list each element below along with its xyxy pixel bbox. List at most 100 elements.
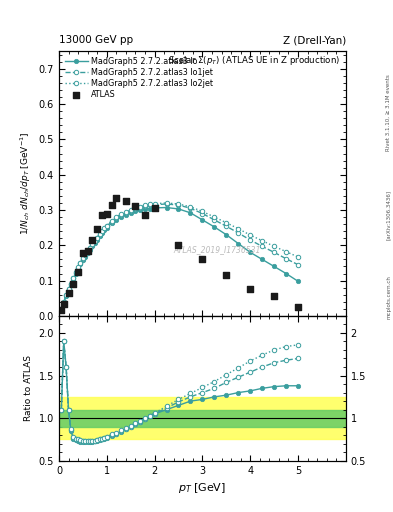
MadGraph5 2.7.2.atlas3 lo1jet	[236, 230, 241, 236]
MadGraph5 2.7.2.atlas3 lo	[68, 282, 73, 288]
MadGraph5 2.7.2.atlas3 lo1jet	[147, 202, 152, 208]
MadGraph5 2.7.2.atlas3 lo	[123, 211, 128, 218]
MadGraph5 2.7.2.atlas3 lo	[248, 249, 253, 255]
ATLAS	[104, 209, 110, 218]
MadGraph5 2.7.2.atlas3 lo2jet	[68, 281, 73, 287]
MadGraph5 2.7.2.atlas3 lo2jet	[105, 222, 109, 228]
MadGraph5 2.7.2.atlas3 lo1jet	[200, 210, 205, 217]
MadGraph5 2.7.2.atlas3 lo	[114, 217, 119, 223]
MadGraph5 2.7.2.atlas3 lo2jet	[73, 269, 78, 275]
Text: mcplots.cern.ch: mcplots.cern.ch	[386, 275, 391, 319]
MadGraph5 2.7.2.atlas3 lo2jet	[248, 232, 253, 238]
MadGraph5 2.7.2.atlas3 lo2jet	[296, 254, 300, 260]
ATLAS	[58, 306, 64, 314]
ATLAS	[108, 201, 115, 209]
MadGraph5 2.7.2.atlas3 lo	[83, 253, 88, 260]
MadGraph5 2.7.2.atlas3 lo2jet	[147, 201, 152, 207]
MadGraph5 2.7.2.atlas3 lo	[138, 207, 143, 214]
Line: MadGraph5 2.7.2.atlas3 lo2jet: MadGraph5 2.7.2.atlas3 lo2jet	[59, 201, 300, 311]
ATLAS	[223, 271, 230, 280]
MadGraph5 2.7.2.atlas3 lo	[88, 246, 92, 252]
ATLAS	[199, 255, 206, 264]
MadGraph5 2.7.2.atlas3 lo	[92, 240, 97, 246]
MadGraph5 2.7.2.atlas3 lo2jet	[212, 214, 217, 220]
MadGraph5 2.7.2.atlas3 lo	[73, 271, 78, 278]
MadGraph5 2.7.2.atlas3 lo1jet	[188, 205, 193, 211]
ATLAS	[94, 225, 100, 233]
MadGraph5 2.7.2.atlas3 lo2jet	[64, 292, 68, 298]
MadGraph5 2.7.2.atlas3 lo	[76, 266, 81, 272]
MadGraph5 2.7.2.atlas3 lo1jet	[78, 260, 83, 266]
MadGraph5 2.7.2.atlas3 lo1jet	[88, 245, 92, 251]
ATLAS	[295, 303, 301, 311]
MadGraph5 2.7.2.atlas3 lo	[128, 210, 133, 216]
MadGraph5 2.7.2.atlas3 lo1jet	[83, 252, 88, 258]
MadGraph5 2.7.2.atlas3 lo1jet	[272, 249, 277, 255]
MadGraph5 2.7.2.atlas3 lo	[81, 257, 85, 263]
ATLAS	[75, 268, 81, 276]
ATLAS	[271, 292, 277, 301]
MadGraph5 2.7.2.atlas3 lo1jet	[105, 223, 109, 229]
MadGraph5 2.7.2.atlas3 lo2jet	[284, 248, 288, 254]
ATLAS	[80, 249, 86, 257]
Line: MadGraph5 2.7.2.atlas3 lo: MadGraph5 2.7.2.atlas3 lo	[59, 205, 300, 311]
Text: ATLAS_2019_I1736531: ATLAS_2019_I1736531	[173, 245, 261, 254]
MadGraph5 2.7.2.atlas3 lo	[236, 241, 241, 247]
MadGraph5 2.7.2.atlas3 lo1jet	[176, 202, 181, 208]
MadGraph5 2.7.2.atlas3 lo2jet	[90, 241, 95, 247]
MadGraph5 2.7.2.atlas3 lo2jet	[76, 264, 81, 270]
MadGraph5 2.7.2.atlas3 lo	[102, 227, 107, 233]
MadGraph5 2.7.2.atlas3 lo2jet	[164, 200, 169, 206]
ATLAS	[84, 246, 91, 254]
MadGraph5 2.7.2.atlas3 lo2jet	[88, 245, 92, 251]
ATLAS	[70, 280, 76, 288]
MadGraph5 2.7.2.atlas3 lo	[71, 276, 75, 283]
Text: Z (Drell-Yan): Z (Drell-Yan)	[283, 35, 346, 45]
MadGraph5 2.7.2.atlas3 lo1jet	[66, 286, 71, 292]
MadGraph5 2.7.2.atlas3 lo	[85, 250, 90, 256]
MadGraph5 2.7.2.atlas3 lo2jet	[100, 228, 105, 234]
MadGraph5 2.7.2.atlas3 lo1jet	[248, 237, 253, 243]
MadGraph5 2.7.2.atlas3 lo1jet	[296, 262, 300, 268]
MadGraph5 2.7.2.atlas3 lo1jet	[224, 223, 229, 229]
MadGraph5 2.7.2.atlas3 lo1jet	[68, 281, 73, 287]
MadGraph5 2.7.2.atlas3 lo2jet	[188, 204, 193, 210]
MadGraph5 2.7.2.atlas3 lo1jet	[114, 215, 119, 221]
MadGraph5 2.7.2.atlas3 lo	[176, 206, 181, 212]
MadGraph5 2.7.2.atlas3 lo2jet	[71, 275, 75, 281]
MadGraph5 2.7.2.atlas3 lo1jet	[152, 202, 157, 208]
MadGraph5 2.7.2.atlas3 lo	[224, 231, 229, 238]
MadGraph5 2.7.2.atlas3 lo2jet	[85, 248, 90, 254]
MadGraph5 2.7.2.atlas3 lo2jet	[97, 231, 102, 238]
MadGraph5 2.7.2.atlas3 lo1jet	[109, 219, 114, 225]
MadGraph5 2.7.2.atlas3 lo	[284, 270, 288, 276]
MadGraph5 2.7.2.atlas3 lo	[143, 206, 147, 212]
ATLAS	[113, 194, 119, 202]
ATLAS	[89, 236, 95, 244]
MadGraph5 2.7.2.atlas3 lo1jet	[119, 212, 123, 218]
MadGraph5 2.7.2.atlas3 lo2jet	[236, 226, 241, 232]
MadGraph5 2.7.2.atlas3 lo1jet	[164, 201, 169, 207]
MadGraph5 2.7.2.atlas3 lo2jet	[66, 286, 71, 292]
ATLAS	[151, 204, 158, 212]
Text: [arXiv:1306.3436]: [arXiv:1306.3436]	[386, 190, 391, 240]
MadGraph5 2.7.2.atlas3 lo	[90, 243, 95, 249]
MadGraph5 2.7.2.atlas3 lo	[78, 261, 83, 267]
ATLAS	[99, 211, 105, 219]
MadGraph5 2.7.2.atlas3 lo2jet	[61, 300, 66, 306]
MadGraph5 2.7.2.atlas3 lo2jet	[102, 225, 107, 231]
MadGraph5 2.7.2.atlas3 lo	[188, 210, 193, 216]
MadGraph5 2.7.2.atlas3 lo	[296, 278, 300, 284]
MadGraph5 2.7.2.atlas3 lo1jet	[85, 248, 90, 254]
MadGraph5 2.7.2.atlas3 lo2jet	[176, 201, 181, 207]
MadGraph5 2.7.2.atlas3 lo2jet	[119, 211, 123, 217]
MadGraph5 2.7.2.atlas3 lo1jet	[76, 264, 81, 270]
MadGraph5 2.7.2.atlas3 lo1jet	[95, 235, 99, 241]
MadGraph5 2.7.2.atlas3 lo1jet	[123, 210, 128, 216]
Line: MadGraph5 2.7.2.atlas3 lo1jet: MadGraph5 2.7.2.atlas3 lo1jet	[59, 202, 300, 311]
MadGraph5 2.7.2.atlas3 lo1jet	[100, 229, 105, 235]
MadGraph5 2.7.2.atlas3 lo	[147, 205, 152, 211]
MadGraph5 2.7.2.atlas3 lo1jet	[71, 275, 75, 281]
MadGraph5 2.7.2.atlas3 lo	[109, 220, 114, 226]
MadGraph5 2.7.2.atlas3 lo1jet	[73, 270, 78, 276]
